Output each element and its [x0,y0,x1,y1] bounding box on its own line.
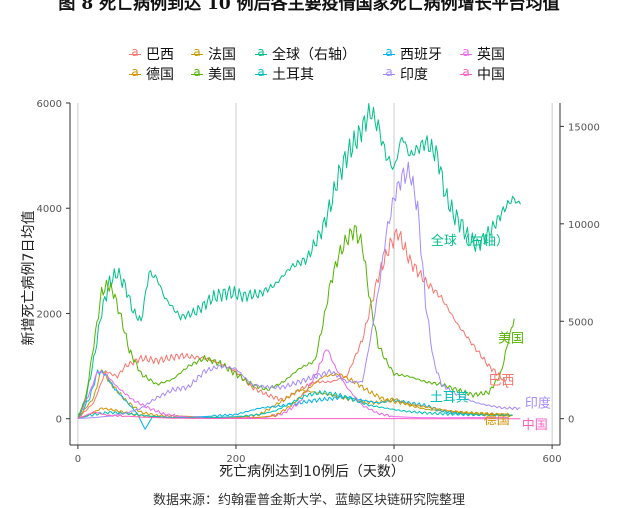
chart-title: 图 8 死亡病例到达 10 例后各主要疫情国家死亡病例增长平台均值 [58,0,560,14]
series-line-1 [77,369,513,419]
series-label-9: 中国 [522,418,548,433]
legend-key-france: a [190,45,204,64]
series-label-8: 印度 [525,395,551,411]
legend-item-india: a 印度 [382,65,428,84]
legend-label-germany: 德国 [146,67,174,83]
legend-label-spain: 西班牙 [400,47,442,63]
legend-label-china: 中国 [477,67,505,83]
y2-tick-label: 5000 [568,317,593,328]
x-tick-label: 200 [226,454,245,465]
legend-key-brazil: a [128,45,142,64]
legend-label-brazil: 巴西 [146,47,174,63]
x-tick-label: 0 [75,454,81,465]
legend-item-global: a 全球（右轴） [254,45,356,64]
legend-label-india: 印度 [400,67,428,83]
series-line-4 [77,349,509,419]
legend-key-germany: a [128,65,142,84]
data-source-footer: 数据来源：约翰霍普金斯大学、蓝鲸区块链研究院整理 [152,493,465,508]
y2-tick-label: 0 [568,415,574,426]
series-layer [77,103,521,430]
legend-key-global: a [254,45,268,64]
legend-label-france: 法国 [208,47,236,63]
legend-item-china: a 中国 [459,65,505,84]
legend-item-usa: a 美国 [190,65,236,84]
legend-label-turkey: 土耳其 [272,67,314,83]
series-line-9 [77,411,521,420]
y-tick-label: 6000 [37,99,62,110]
y2-tick-label: 10000 [568,220,600,231]
series-label-0: 巴西 [489,373,515,388]
legend-label-usa: 美国 [208,67,236,83]
legend-item-france: a 法国 [190,45,236,64]
series-line-8 [77,161,521,419]
series-label-2: 全球（右轴） [431,233,509,249]
legend-key-india: a [382,65,396,84]
legend-label-global: 全球（右轴） [272,47,356,63]
y-tick-label: 2000 [37,309,62,320]
x-tick-label: 400 [384,454,403,465]
legend-key-spain: a [382,45,396,64]
series-line-2 [77,103,521,416]
y2-tick-label: 15000 [568,122,600,133]
grid-layer [77,103,553,445]
legend-key-uk: a [459,45,473,64]
series-label-6: 美国 [498,331,524,346]
series-line-7 [77,390,513,419]
series-line-0 [77,228,509,419]
legend-item-brazil: a 巴西 [128,45,174,64]
legend-key-china: a [459,65,473,84]
legend-key-turkey: a [254,65,268,84]
legend-label-uk: 英国 [477,47,505,63]
series-label-5: 德国 [484,413,510,428]
legend-item-turkey: a 土耳其 [254,65,314,84]
x-tick-label: 600 [543,454,562,465]
y-axis-label: 新增死亡病例7日均值 [21,211,37,346]
y-tick-label: 4000 [37,204,62,215]
legend-item-uk: a 英国 [459,45,505,64]
series-label-7: 土耳其 [430,390,469,405]
legend-key-usa: a [190,65,204,84]
axis-layer: 0 2000 4000 6000 0 5000 10000 15000 0 200 400 600 [37,99,600,465]
legend-item-spain: a 西班牙 [382,45,442,64]
y-tick-label: 0 [56,415,62,426]
x-axis-label: 死亡病例达到10例后（天数） [219,464,405,480]
series-line-6 [77,225,515,419]
legend-item-germany: a 德国 [128,65,174,84]
